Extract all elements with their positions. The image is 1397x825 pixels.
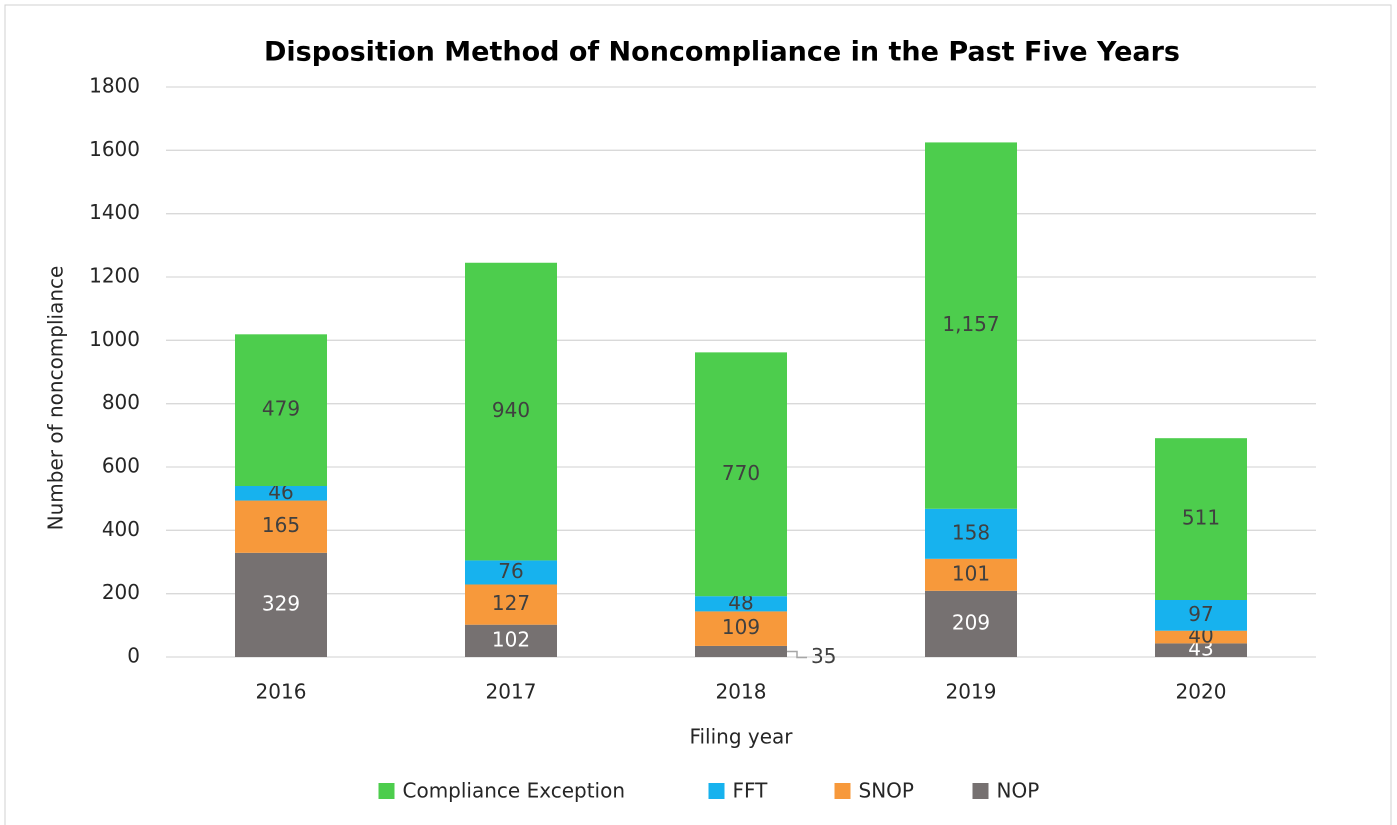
bar-segment: [235, 486, 327, 501]
x-tick-label: 2018: [716, 680, 767, 704]
legend-label: NOP: [997, 779, 1040, 803]
y-tick-label: 1000: [89, 327, 140, 351]
data-label: 101: [952, 561, 990, 585]
legend-swatch: [972, 783, 989, 799]
bar-segment: [695, 611, 787, 646]
bar-segment: [925, 558, 1017, 591]
bar-segment: [235, 552, 327, 657]
bar-segment: [925, 508, 1017, 559]
data-label: 76: [498, 559, 523, 583]
data-label: 1,157: [942, 312, 999, 336]
data-label: 511: [1182, 506, 1220, 530]
bar-segment: [695, 352, 787, 597]
legend-swatch: [378, 783, 395, 799]
y-tick-label: 400: [102, 517, 140, 541]
x-axis-title: Filing year: [689, 725, 793, 749]
bar-segment: [1155, 600, 1247, 631]
legend-label: Compliance Exception: [403, 779, 626, 803]
legend-swatch: [708, 783, 725, 799]
y-tick-label: 1200: [89, 264, 140, 288]
x-tick-label: 2017: [486, 680, 537, 704]
data-label: 102: [492, 627, 530, 651]
bar-segment: [235, 500, 327, 553]
leader-line: [787, 650, 807, 659]
bar-segment: [695, 596, 787, 612]
data-label: 158: [952, 520, 990, 544]
bar-segment: [925, 590, 1017, 657]
y-tick-label: 1600: [89, 137, 140, 161]
data-label: 97: [1188, 602, 1213, 626]
bar-segment: [235, 334, 327, 486]
bar-segment: [1155, 630, 1247, 644]
y-tick-label: 600: [102, 454, 140, 478]
bar-segment: [695, 645, 787, 657]
x-tick-label: 2019: [946, 680, 997, 704]
data-label: 770: [722, 461, 760, 485]
legend-swatch: [834, 783, 851, 799]
data-label: 209: [952, 610, 990, 634]
x-tick-label: 2016: [256, 680, 307, 704]
chart-title: Disposition Method of Noncompliance in t…: [264, 37, 1180, 68]
data-label: 127: [492, 591, 530, 615]
bar-segment: [465, 624, 557, 657]
bar-segment: [465, 584, 557, 625]
y-axis-title: Number of noncompliance: [44, 266, 68, 531]
y-tick-label: 800: [102, 390, 140, 414]
bar-segment: [1155, 643, 1247, 657]
legend-label: FFT: [733, 779, 769, 803]
data-label: 35: [811, 644, 836, 668]
bar-segment: [465, 262, 557, 561]
data-label: 165: [262, 513, 300, 537]
y-tick-label: 1400: [89, 200, 140, 224]
bar-segment: [465, 560, 557, 585]
data-label: 940: [492, 398, 530, 422]
x-tick-label: 2020: [1176, 680, 1227, 704]
data-label: 479: [262, 397, 300, 421]
legend-label: SNOP: [859, 779, 914, 803]
bar-segment: [1155, 438, 1247, 600]
y-tick-label: 0: [127, 644, 140, 668]
data-label: 329: [262, 591, 300, 615]
bar-segment: [925, 142, 1017, 509]
y-tick-label: 1800: [89, 74, 140, 98]
y-tick-label: 200: [102, 580, 140, 604]
data-label: 109: [722, 615, 760, 639]
